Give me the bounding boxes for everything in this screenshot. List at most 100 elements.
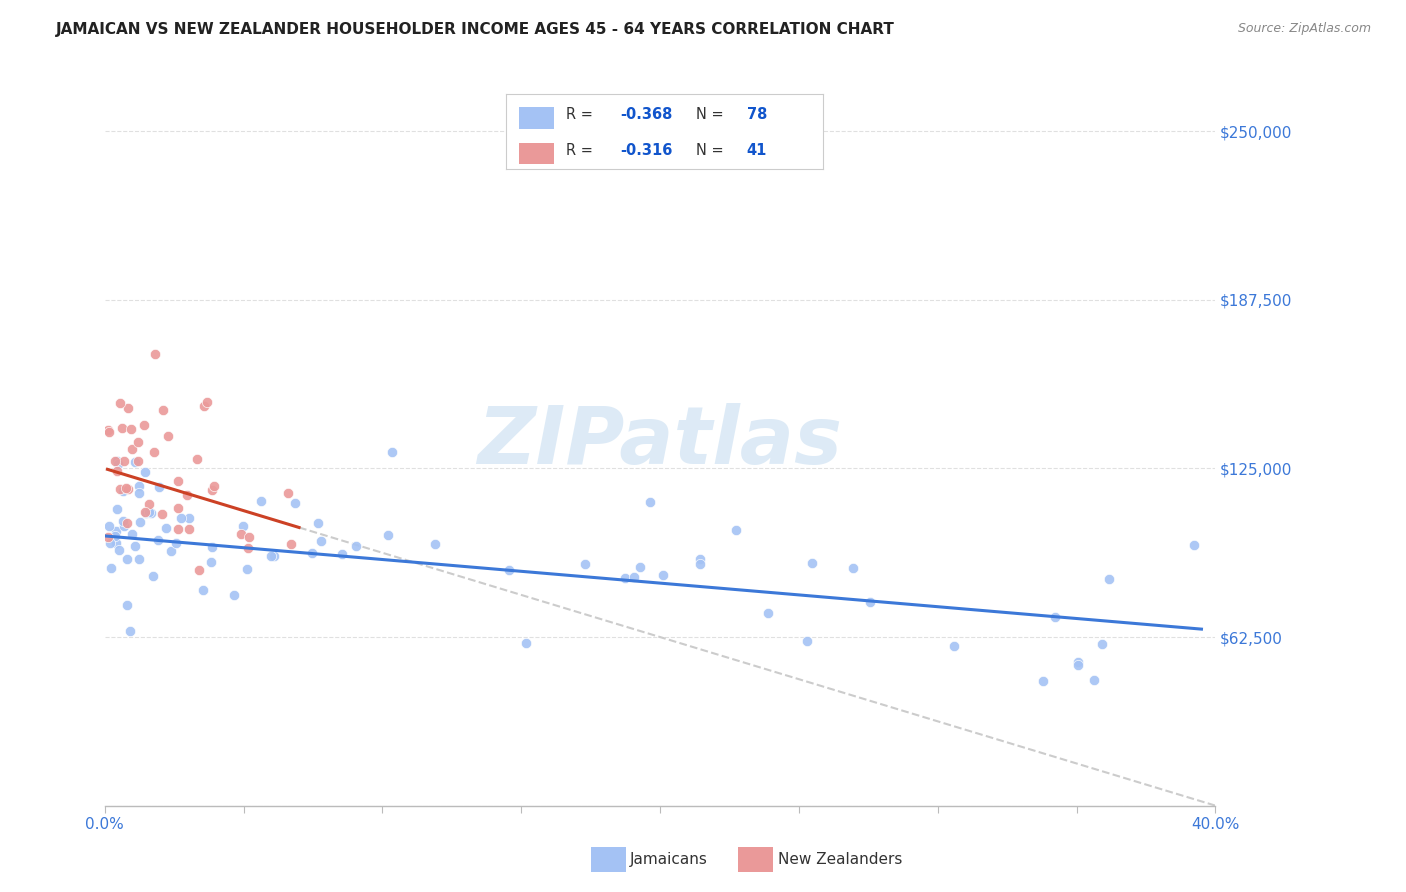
Point [652,568,675,582]
Point [127,434,149,449]
Point [117,482,139,496]
Text: JAMAICAN VS NEW ZEALANDER HOUSEHOLDER INCOME AGES 45 - 64 YEARS CORRELATION CHAR: JAMAICAN VS NEW ZEALANDER HOUSEHOLDER IN… [56,22,896,37]
Point [942,639,965,653]
Point [110,421,132,435]
Point [121,527,143,541]
Point [141,506,163,520]
Point [115,481,138,495]
Point [128,479,150,493]
Point [638,494,661,508]
Point [108,482,131,496]
Point [859,595,882,609]
Point [105,464,128,478]
Point [128,551,150,566]
Point [146,533,169,548]
Point [236,562,259,576]
Point [134,465,156,479]
Point [143,445,166,459]
Point [115,551,138,566]
Point [801,556,824,570]
Point [195,394,218,409]
Point [104,454,127,468]
Point [201,541,224,555]
Point [229,527,252,541]
Point [97,425,120,440]
Point [381,445,404,459]
Point [263,549,285,563]
Point [425,537,447,551]
Point [155,521,177,535]
Point [134,505,156,519]
Point [689,557,711,571]
Text: -0.316: -0.316 [620,143,672,158]
Point [280,537,302,551]
Text: 41: 41 [747,143,766,158]
Text: R =: R = [567,107,598,122]
Point [1066,657,1088,672]
Text: R =: R = [567,143,598,158]
Point [1043,609,1066,624]
Point [138,497,160,511]
Point [111,514,134,528]
Point [177,522,200,536]
Point [100,561,122,575]
Bar [519,143,554,164]
Point [193,582,215,597]
Point [202,478,225,492]
Point [121,442,143,456]
Point [238,530,260,544]
Point [250,494,273,508]
Point [124,455,146,469]
Point [150,507,173,521]
Text: 78: 78 [747,107,766,122]
Point [166,522,188,536]
Point [112,454,135,468]
Point [127,453,149,467]
Point [142,568,165,582]
Point [108,395,131,409]
Point [623,570,645,584]
Point [124,540,146,554]
Point [344,539,367,553]
Point [148,480,170,494]
Point [330,548,353,562]
Text: New Zealanders: New Zealanders [778,853,901,867]
Text: N =: N = [696,107,728,122]
Point [107,543,129,558]
Point [259,549,281,564]
Point [284,495,307,509]
Point [160,543,183,558]
Point [104,536,127,550]
Point [301,546,323,560]
Point [169,511,191,525]
Point [309,533,332,548]
Point [97,530,120,544]
Point [200,555,222,569]
Point [238,541,260,556]
Point [1098,572,1121,586]
Text: Jamaicans: Jamaicans [630,853,707,867]
Point [105,454,128,468]
Point [138,506,160,520]
Text: -0.368: -0.368 [620,107,672,122]
Text: N =: N = [696,143,728,158]
Point [167,500,190,515]
Point [1067,655,1090,669]
Point [152,402,174,417]
Point [498,563,520,577]
Point [157,429,180,443]
Point [177,510,200,524]
Point [120,624,142,638]
Point [842,561,865,575]
Point [134,418,156,433]
Point [186,451,208,466]
Point [135,506,157,520]
Point [128,516,150,530]
Point [176,488,198,502]
Point [166,474,188,488]
Point [98,536,121,550]
Point [307,516,329,531]
Point [143,346,166,360]
Bar [519,107,554,128]
Point [128,486,150,500]
